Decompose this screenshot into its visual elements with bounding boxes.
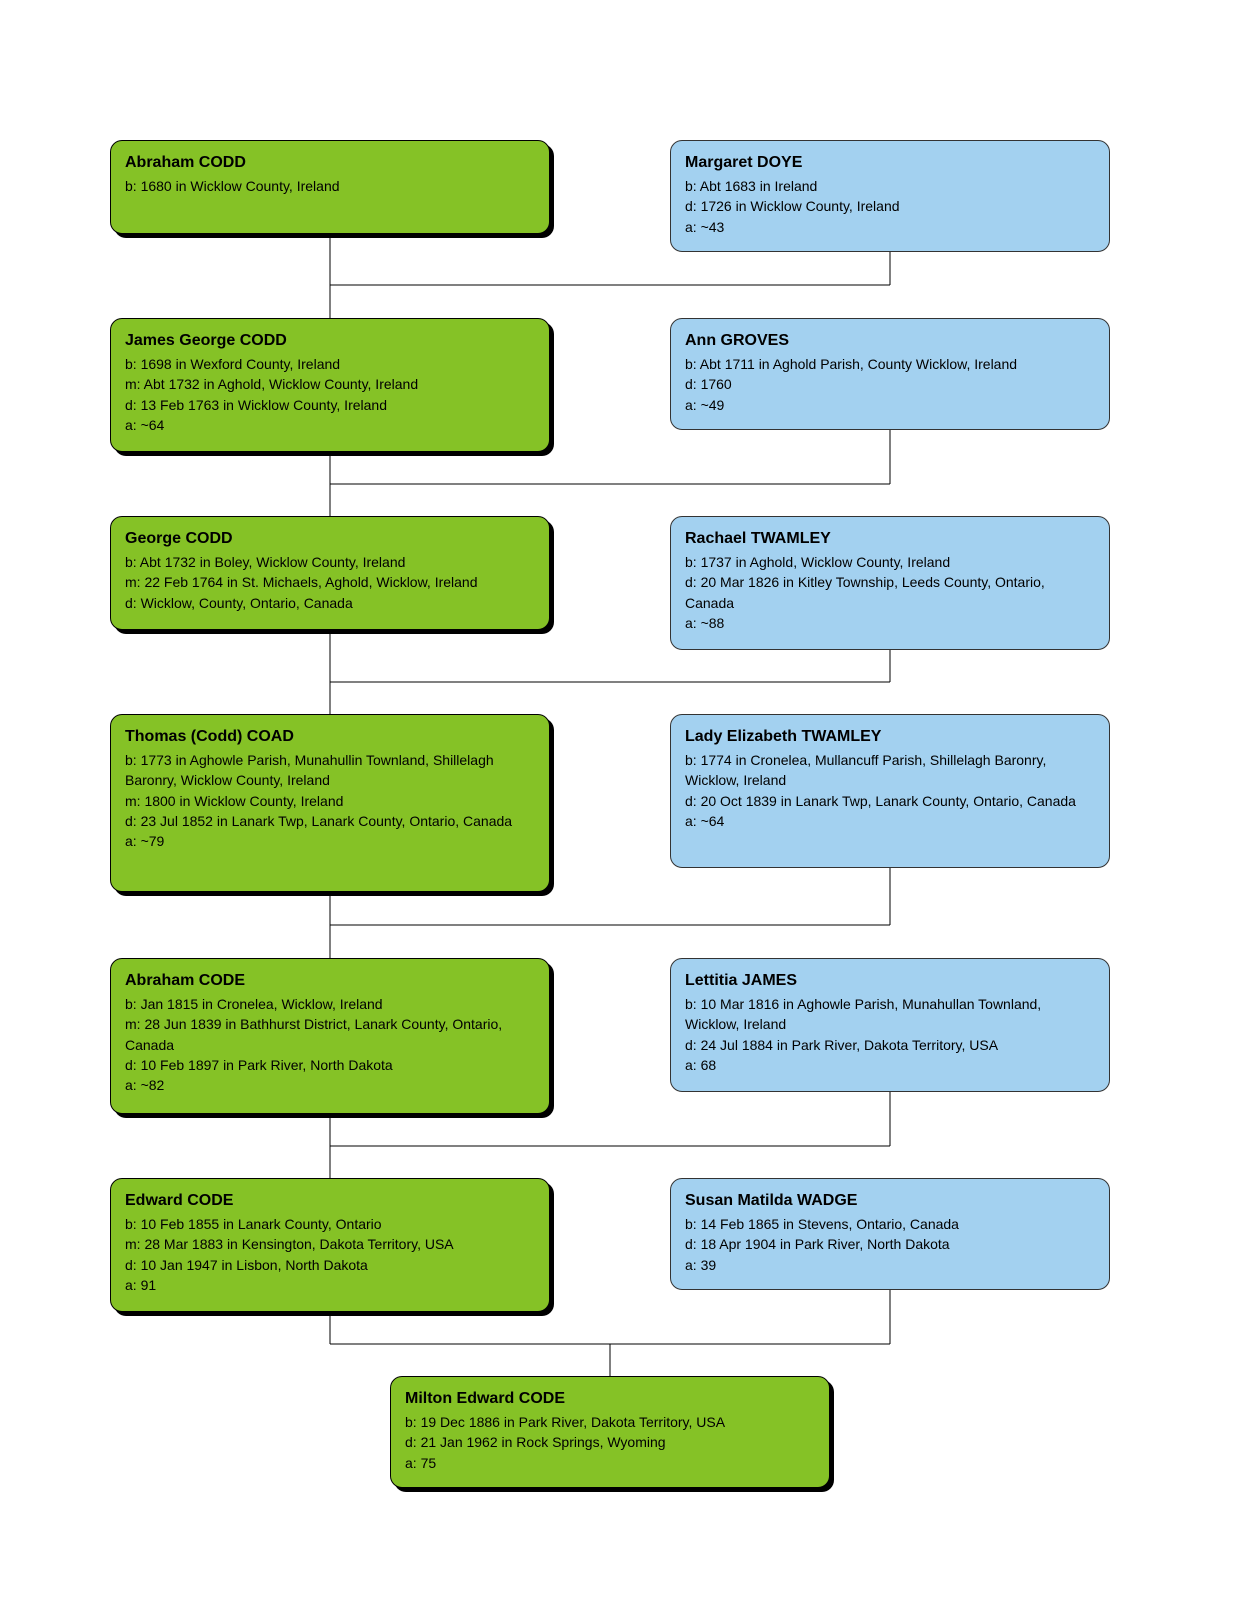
- person-detail-line: b: 1737 in Aghold, Wicklow County, Irela…: [685, 552, 1095, 572]
- person-node: Rachael TWAMLEYb: 1737 in Aghold, Wicklo…: [670, 516, 1110, 650]
- person-detail-line: d: 13 Feb 1763 in Wicklow County, Irelan…: [125, 395, 535, 415]
- person-node: Abraham CODDb: 1680 in Wicklow County, I…: [110, 140, 550, 234]
- person-detail-line: b: Jan 1815 in Cronelea, Wicklow, Irelan…: [125, 994, 535, 1014]
- person-detail-line: d: 21 Jan 1962 in Rock Springs, Wyoming: [405, 1432, 815, 1452]
- person-detail-line: m: 28 Mar 1883 in Kensington, Dakota Ter…: [125, 1234, 535, 1254]
- person-detail-line: m: 1800 in Wicklow County, Ireland: [125, 791, 535, 811]
- person-detail-line: a: 68: [685, 1055, 1095, 1075]
- person-node: Susan Matilda WADGEb: 14 Feb 1865 in Ste…: [670, 1178, 1110, 1290]
- person-detail-line: d: 18 Apr 1904 in Park River, North Dako…: [685, 1234, 1095, 1254]
- person-name: Edward CODE: [125, 1189, 535, 1212]
- person-name: James George CODD: [125, 329, 535, 352]
- person-name: Abraham CODD: [125, 151, 535, 174]
- person-detail-line: m: 22 Feb 1764 in St. Michaels, Aghold, …: [125, 572, 535, 592]
- person-detail-line: m: 28 Jun 1839 in Bathhurst District, La…: [125, 1014, 535, 1055]
- person-detail-line: b: Abt 1711 in Aghold Parish, County Wic…: [685, 354, 1095, 374]
- person-detail-line: d: 10 Jan 1947 in Lisbon, North Dakota: [125, 1255, 535, 1275]
- person-detail-line: d: 24 Jul 1884 in Park River, Dakota Ter…: [685, 1035, 1095, 1055]
- person-node: Thomas (Codd) COADb: 1773 in Aghowle Par…: [110, 714, 550, 892]
- person-name: Margaret DOYE: [685, 151, 1095, 174]
- person-node: Ann GROVESb: Abt 1711 in Aghold Parish, …: [670, 318, 1110, 430]
- person-name: Abraham CODE: [125, 969, 535, 992]
- person-detail-line: d: 20 Oct 1839 in Lanark Twp, Lanark Cou…: [685, 791, 1095, 811]
- person-detail-line: b: 1773 in Aghowle Parish, Munahullin To…: [125, 750, 535, 791]
- person-detail-line: b: 10 Feb 1855 in Lanark County, Ontario: [125, 1214, 535, 1234]
- person-detail-line: b: 14 Feb 1865 in Stevens, Ontario, Cana…: [685, 1214, 1095, 1234]
- person-detail-line: a: ~49: [685, 395, 1095, 415]
- person-detail-line: a: 75: [405, 1453, 815, 1473]
- person-node: George CODDb: Abt 1732 in Boley, Wicklow…: [110, 516, 550, 630]
- person-node: James George CODDb: 1698 in Wexford Coun…: [110, 318, 550, 452]
- person-detail-line: b: 1680 in Wicklow County, Ireland: [125, 176, 535, 196]
- person-detail-line: d: 20 Mar 1826 in Kitley Township, Leeds…: [685, 572, 1095, 613]
- person-node: Margaret DOYEb: Abt 1683 in Irelandd: 17…: [670, 140, 1110, 252]
- person-detail-line: a: ~82: [125, 1075, 535, 1095]
- person-detail-line: b: Abt 1683 in Ireland: [685, 176, 1095, 196]
- person-detail-line: a: 39: [685, 1255, 1095, 1275]
- person-name: Thomas (Codd) COAD: [125, 725, 535, 748]
- person-node: Edward CODEb: 10 Feb 1855 in Lanark Coun…: [110, 1178, 550, 1312]
- person-name: Lady Elizabeth TWAMLEY: [685, 725, 1095, 748]
- person-detail-line: d: 10 Feb 1897 in Park River, North Dako…: [125, 1055, 535, 1075]
- person-name: George CODD: [125, 527, 535, 550]
- person-detail-line: b: 10 Mar 1816 in Aghowle Parish, Munahu…: [685, 994, 1095, 1035]
- person-detail-line: a: ~88: [685, 613, 1095, 633]
- person-detail-line: b: Abt 1732 in Boley, Wicklow County, Ir…: [125, 552, 535, 572]
- person-detail-line: a: ~43: [685, 217, 1095, 237]
- person-node: Lady Elizabeth TWAMLEYb: 1774 in Cronele…: [670, 714, 1110, 868]
- person-detail-line: d: 1760: [685, 374, 1095, 394]
- person-detail-line: d: 1726 in Wicklow County, Ireland: [685, 196, 1095, 216]
- person-name: Lettitia JAMES: [685, 969, 1095, 992]
- person-name: Susan Matilda WADGE: [685, 1189, 1095, 1212]
- person-detail-line: m: Abt 1732 in Aghold, Wicklow County, I…: [125, 374, 535, 394]
- person-node: Milton Edward CODEb: 19 Dec 1886 in Park…: [390, 1376, 830, 1488]
- person-detail-line: b: 1774 in Cronelea, Mullancuff Parish, …: [685, 750, 1095, 791]
- person-name: Rachael TWAMLEY: [685, 527, 1095, 550]
- person-detail-line: a: ~79: [125, 831, 535, 851]
- person-node: Lettitia JAMESb: 10 Mar 1816 in Aghowle …: [670, 958, 1110, 1092]
- person-name: Ann GROVES: [685, 329, 1095, 352]
- person-detail-line: a: 91: [125, 1275, 535, 1295]
- person-detail-line: d: 23 Jul 1852 in Lanark Twp, Lanark Cou…: [125, 811, 535, 831]
- person-detail-line: a: ~64: [685, 811, 1095, 831]
- person-detail-line: d: Wicklow, County, Ontario, Canada: [125, 593, 535, 613]
- person-name: Milton Edward CODE: [405, 1387, 815, 1410]
- person-detail-line: b: 1698 in Wexford County, Ireland: [125, 354, 535, 374]
- person-detail-line: b: 19 Dec 1886 in Park River, Dakota Ter…: [405, 1412, 815, 1432]
- person-detail-line: a: ~64: [125, 415, 535, 435]
- person-node: Abraham CODEb: Jan 1815 in Cronelea, Wic…: [110, 958, 550, 1114]
